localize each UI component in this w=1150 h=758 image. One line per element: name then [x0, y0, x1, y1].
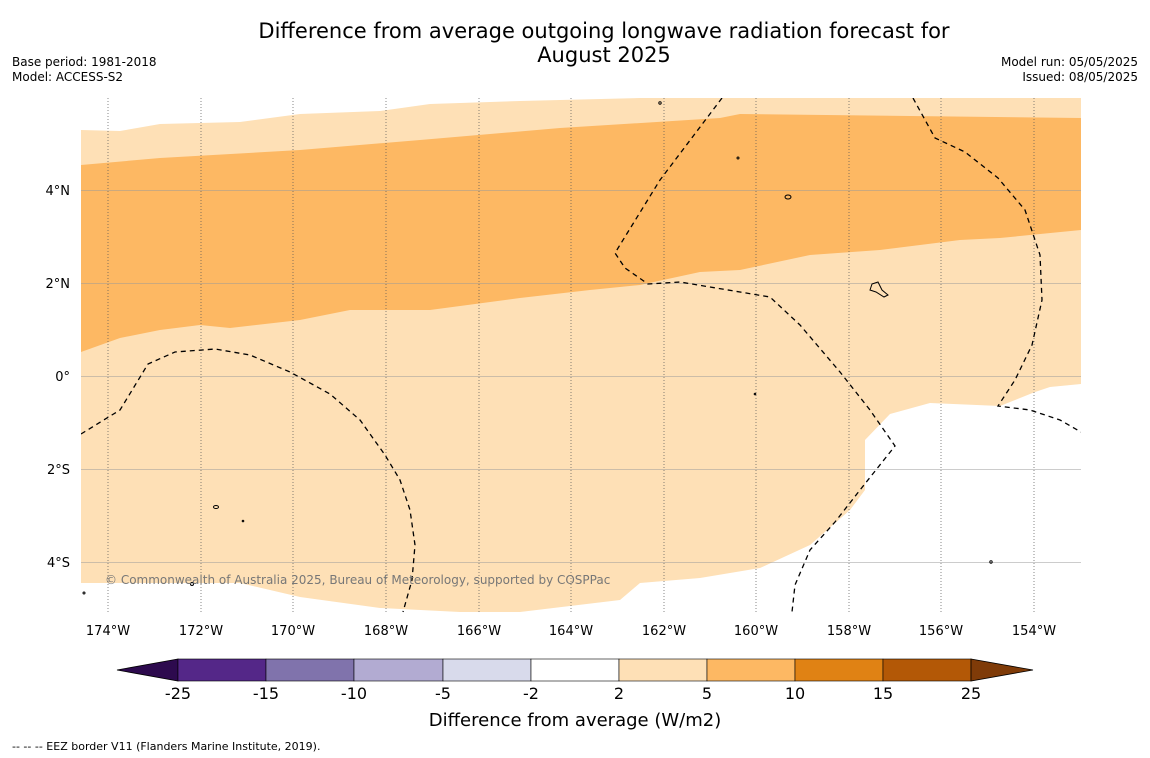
- island-icon: [213, 505, 219, 509]
- issued-date: Issued: 08/05/2025: [1022, 70, 1138, 84]
- island-icon: [869, 281, 889, 298]
- title-line-2: August 2025: [537, 43, 671, 67]
- lon-label: 162°W: [642, 624, 686, 639]
- colorbar-extend-low: [116, 658, 179, 682]
- colorbar-tick-label: 10: [785, 684, 805, 703]
- colorbar-tick-label: 5: [702, 684, 712, 703]
- lon-label: 156°W: [919, 624, 963, 639]
- island-icon: [736, 156, 740, 160]
- colorbar-tick-label: 2: [614, 684, 624, 703]
- lon-label: 168°W: [364, 624, 408, 639]
- map-area: © Commonwealth of Australia 2025, Bureau…: [81, 98, 1081, 613]
- eez-legend-note: -- -- -- EEZ border V11 (Flanders Marine…: [12, 740, 321, 753]
- island-icon: [784, 194, 792, 200]
- model-run: Model run: 05/05/2025: [1000, 55, 1138, 69]
- lat-label: 4°N: [46, 184, 71, 199]
- colorbar-segment: [353, 658, 444, 682]
- colorbar-tick-label: -2: [523, 684, 539, 703]
- colorbar-tick-label: 25: [961, 684, 981, 703]
- island-icon: [753, 392, 757, 396]
- colorbar-segment: [442, 658, 532, 682]
- meta-right: Model run: 05/05/2025 Issued: 08/05/2025: [1001, 55, 1138, 85]
- lon-axis-labels: 174°W 172°W 170°W 168°W 166°W 164°W 162°…: [86, 624, 1056, 639]
- lat-label: 0°: [55, 370, 70, 385]
- colorbar-segment: [265, 658, 355, 682]
- lon-label: 160°W: [734, 624, 778, 639]
- island-icon: [989, 560, 993, 564]
- lon-label: 170°W: [271, 624, 315, 639]
- island-icon: [658, 101, 662, 105]
- copyright-notice: © Commonwealth of Australia 2025, Bureau…: [105, 573, 610, 587]
- island-icon: [241, 519, 245, 523]
- lon-label: 158°W: [827, 624, 871, 639]
- lat-label: 2°S: [47, 463, 70, 478]
- model-name: Model: ACCESS-S2: [12, 70, 124, 84]
- colorbar-tick-label: -10: [341, 684, 367, 703]
- chart-title: Difference from average outgoing longwav…: [250, 19, 958, 67]
- island-icon: [82, 591, 86, 595]
- meta-left: Base period: 1981-2018 Model: ACCESS-S2: [12, 55, 157, 85]
- colorbar-label: Difference from average (W/m2): [429, 710, 721, 731]
- island-icon: [190, 582, 194, 586]
- colorbar-tick-label: -5: [435, 684, 451, 703]
- base-period: Base period: 1981-2018: [12, 55, 157, 69]
- colorbar-segment: [882, 658, 972, 682]
- colorbar-segment: [177, 658, 267, 682]
- lon-label: 166°W: [457, 624, 501, 639]
- lat-axis-labels: 4°N 2°N 0° 2°S 4°S: [46, 184, 71, 571]
- colorbar-tick-label: 15: [873, 684, 893, 703]
- contour-5-10: [81, 114, 1081, 352]
- colorbar-segment: [706, 658, 796, 682]
- lon-label: 154°W: [1012, 624, 1056, 639]
- colorbar-tick-label: -25: [165, 684, 191, 703]
- longitude-gridlines: [107, 98, 1035, 613]
- latitude-gridlines: [81, 190, 1081, 563]
- lat-label: 4°S: [47, 556, 70, 571]
- colorbar-segment: [530, 658, 620, 682]
- lat-label: 2°N: [46, 277, 71, 292]
- lon-label: 164°W: [549, 624, 593, 639]
- lon-label: 172°W: [179, 624, 223, 639]
- islands: [82, 101, 993, 595]
- eez-borders: [81, 98, 1081, 613]
- colorbar-segment: [794, 658, 884, 682]
- colorbar: [116, 658, 1034, 682]
- colorbar-tick-label: -15: [253, 684, 279, 703]
- title-line-1: Difference from average outgoing longwav…: [258, 19, 950, 43]
- lon-label: 174°W: [86, 624, 130, 639]
- colorbar-segment: [618, 658, 708, 682]
- colorbar-extend-high: [970, 658, 1034, 682]
- colorbar-ticks: -25 -15 -10 -5 -2 2 5 10 15 25: [165, 684, 981, 703]
